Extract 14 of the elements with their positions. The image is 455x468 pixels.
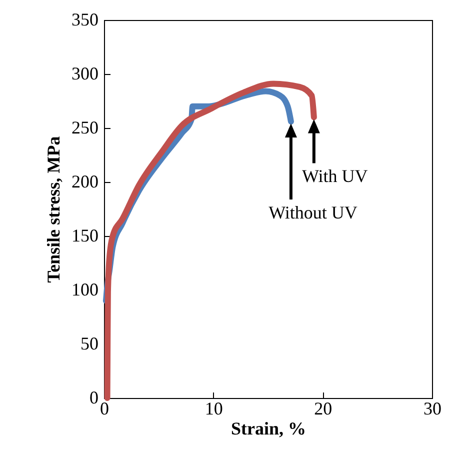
x-axis-title: Strain, % (230, 418, 306, 438)
annotation: With UV (302, 166, 368, 186)
y-tick-label: 350 (72, 10, 98, 30)
y-tick-label: 100 (72, 280, 98, 300)
y-tick-label: 200 (72, 172, 98, 192)
y-tick-label: 300 (72, 64, 98, 84)
y-tick-label: 250 (72, 118, 98, 138)
y-tick-label: 150 (72, 226, 98, 246)
annotation: Without UV (268, 202, 358, 223)
x-tick-label: 20 (314, 398, 332, 418)
x-tick-label: 10 (204, 398, 223, 418)
x-tick-label: 30 (424, 398, 442, 418)
y-tick-label: 50 (80, 334, 98, 354)
y-axis-title: Tensile stress, MPa (44, 136, 64, 283)
